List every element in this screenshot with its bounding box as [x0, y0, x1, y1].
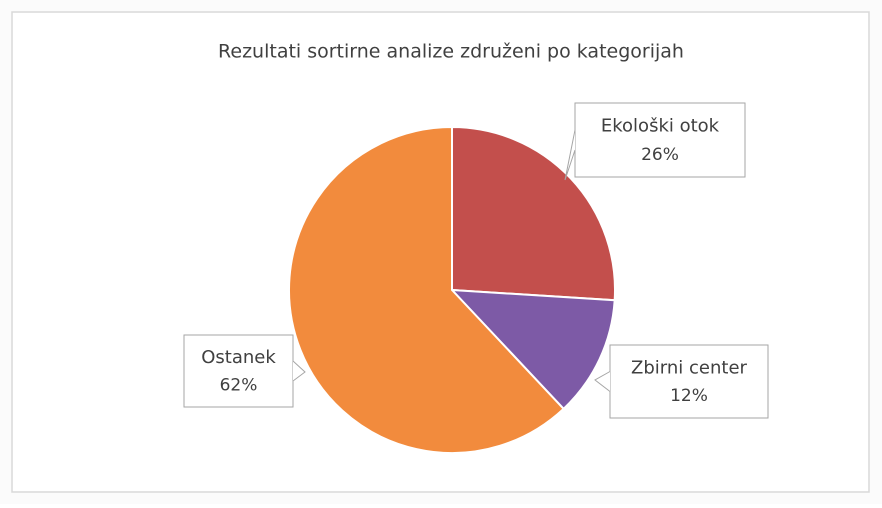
chart-title: Rezultati sortirne analize združeni po k… [218, 41, 684, 63]
data-label-name: Ekološki otok [601, 116, 720, 137]
label-pointer [564, 129, 576, 181]
label-pointer [594, 371, 611, 392]
label-callout [574, 102, 746, 178]
label-pointer [292, 360, 306, 382]
label-callout [609, 344, 769, 419]
data-label-value: 26% [641, 145, 679, 165]
pie-slice [288, 125, 565, 454]
data-label-name: Ostanek [201, 347, 276, 368]
data-label-value: 62% [220, 375, 258, 395]
label-callout [183, 334, 294, 408]
data-label-name: Zbirni center [631, 357, 747, 378]
pie-slice [451, 125, 616, 302]
data-label-value: 12% [670, 386, 708, 406]
pie-slice [449, 288, 616, 411]
